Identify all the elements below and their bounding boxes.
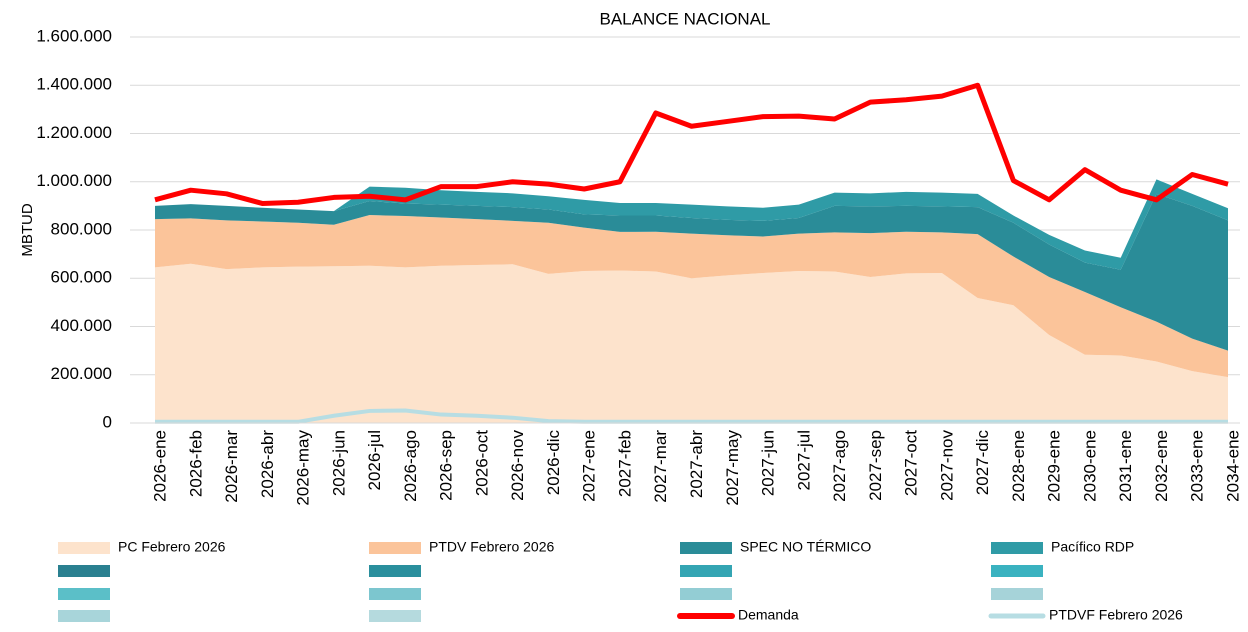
legend-label: PTDVF Febrero 2026 <box>1049 607 1183 623</box>
legend-label: PTDV Febrero 2026 <box>429 539 554 555</box>
x-tick-label: 2026-ago <box>401 430 420 502</box>
y-tick-label: 200.000 <box>51 364 112 383</box>
x-tick-label: 2027-dic <box>973 430 992 496</box>
y-tick-label: 800.000 <box>51 219 112 238</box>
x-tick-label: 2026-abr <box>258 430 277 498</box>
x-tick-label: 2027-jul <box>794 430 813 491</box>
x-tick-label: 2027-ene <box>580 430 599 502</box>
x-tick-label: 2030-ene <box>1080 430 1099 502</box>
x-tick-label: 2027-nov <box>937 430 956 501</box>
area <box>155 215 1228 378</box>
legend-label: PC Febrero 2026 <box>118 539 226 555</box>
chart-title: BALANCE NACIONAL <box>600 9 771 28</box>
x-tick-label: 2026-nov <box>508 430 527 501</box>
y-tick-label: 1.400.000 <box>36 75 112 94</box>
legend-swatch <box>58 588 110 600</box>
legend-swatch <box>680 565 732 577</box>
area <box>155 179 1228 270</box>
y-tick-label: 400.000 <box>51 316 112 335</box>
x-tick-label: 2027-feb <box>615 430 634 497</box>
x-tick-label: 2026-oct <box>472 430 491 496</box>
x-tick-label: 2032-ene <box>1152 430 1171 502</box>
legend-swatch <box>991 565 1043 577</box>
x-tick-label: 2027-ago <box>830 430 849 502</box>
legend-label: Pacífico RDP <box>1051 539 1134 555</box>
x-tick-label: 2026-may <box>294 430 313 506</box>
x-tick-label: 2027-abr <box>687 430 706 498</box>
x-tick-label: 2026-mar <box>222 430 241 503</box>
legend-swatch <box>680 588 732 600</box>
area <box>155 263 1228 423</box>
x-tick-label: 2033-ene <box>1188 430 1207 502</box>
legend-swatch <box>680 542 732 554</box>
legend-swatch <box>991 542 1043 554</box>
legend-swatch <box>369 588 421 600</box>
area <box>155 193 1228 351</box>
x-tick-label: 2026-jun <box>329 430 348 496</box>
legend-swatch <box>58 565 110 577</box>
legend-label: Demanda <box>738 607 799 623</box>
x-tick-label: 2026-feb <box>186 430 205 497</box>
x-tick-label: 2027-mar <box>651 430 670 503</box>
legend-swatch <box>991 588 1043 600</box>
legend-swatch <box>369 542 421 554</box>
x-tick-label: 2034-ene <box>1223 430 1242 502</box>
x-tick-label: 2026-ene <box>150 430 169 502</box>
legend-swatch <box>369 565 421 577</box>
legend-swatch <box>369 610 421 622</box>
x-tick-label: 2029-ene <box>1045 430 1064 502</box>
legend-label: SPEC NO TÉRMICO <box>740 539 871 555</box>
x-tick-label: 2026-dic <box>544 430 563 496</box>
x-tick-label: 2027-may <box>723 430 742 506</box>
legend-blank-swatches <box>58 565 1043 622</box>
line <box>155 408 1228 424</box>
y-axis-label: MBTUD <box>19 203 36 256</box>
line <box>154 82 1229 206</box>
y-tick-label: 0 <box>103 412 112 431</box>
x-tick-label: 2027-sep <box>866 430 885 501</box>
y-tick-label: 1.600.000 <box>36 26 112 45</box>
x-tick-label: 2031-ene <box>1116 430 1135 502</box>
y-tick-label: 600.000 <box>51 268 112 287</box>
x-tick-label: 2028-ene <box>1009 430 1028 502</box>
x-tick-label: 2026-sep <box>437 430 456 501</box>
y-tick-label: 1.000.000 <box>36 171 112 190</box>
legend-swatch <box>58 610 110 622</box>
x-tick-label: 2026-jul <box>365 430 384 491</box>
x-tick-label: 2027-jun <box>759 430 778 496</box>
legend-swatch <box>58 542 110 554</box>
y-tick-label: 1.200.000 <box>36 123 112 142</box>
x-tick-label: 2027-oct <box>902 430 921 496</box>
